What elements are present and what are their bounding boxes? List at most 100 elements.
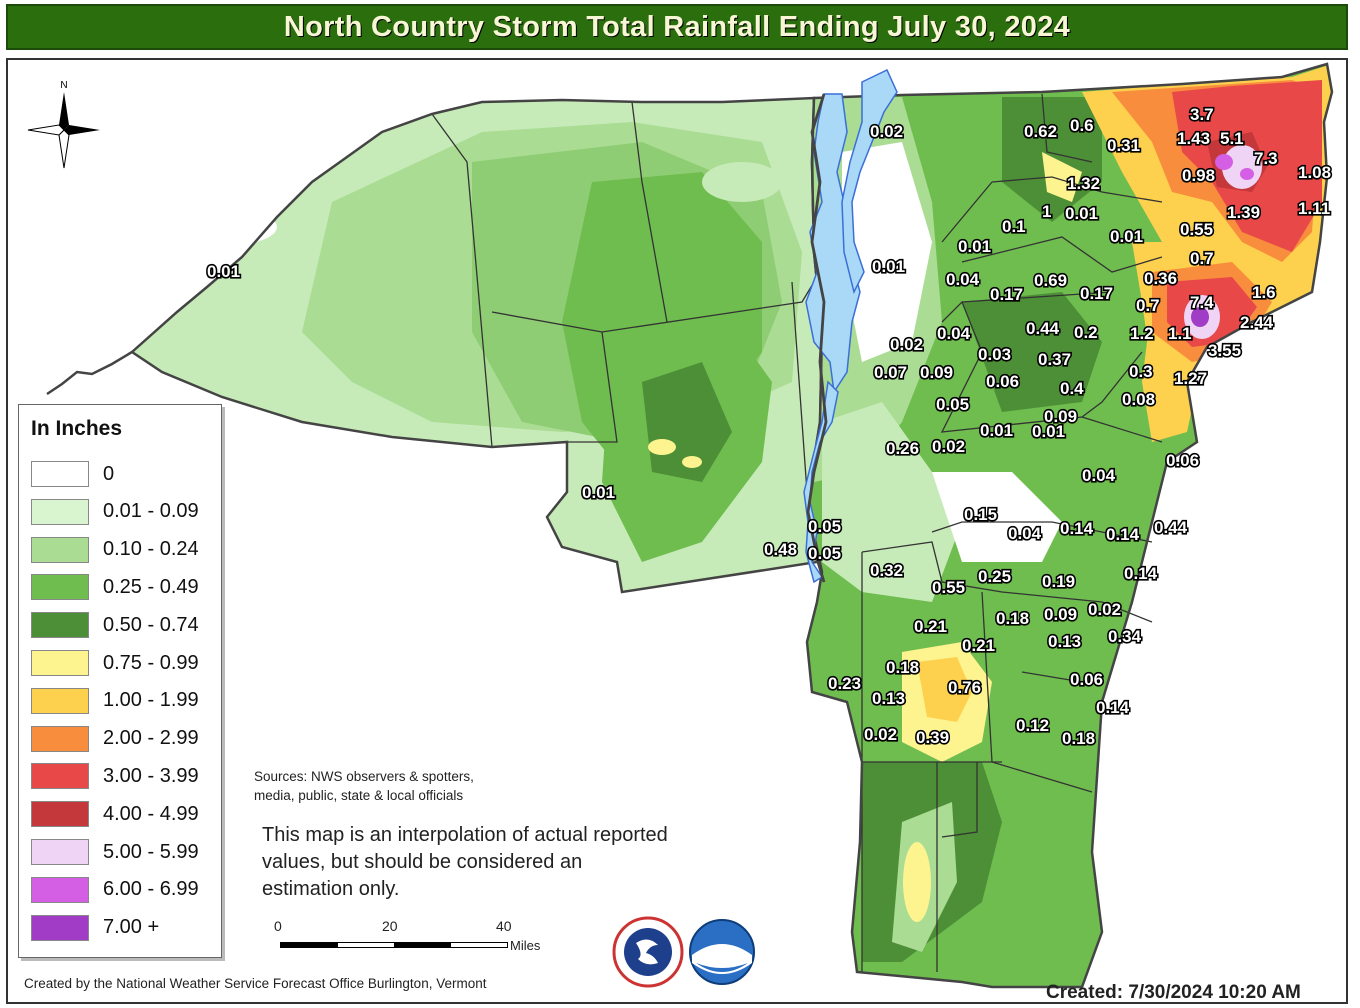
map-value-label: 0.69 [1034, 271, 1067, 290]
legend-item: 7.00 + [31, 913, 159, 943]
map-value-label: 0.2 [1074, 323, 1098, 342]
map-value-label: 7.4 [1190, 293, 1214, 312]
legend-swatch [31, 801, 89, 828]
map-value-label: 0.15 [964, 505, 997, 524]
map-value-label: 1.6 [1252, 283, 1276, 302]
disclaimer-line: values, but should be considered an [262, 851, 583, 873]
map-value-label: 0.21 [914, 617, 947, 636]
legend-item: 0.25 - 0.49 [31, 572, 199, 602]
map-value-label: 0.02 [864, 725, 897, 744]
map-value-label: 0.02 [1088, 600, 1121, 619]
legend-swatch [31, 687, 89, 714]
legend-swatch [31, 725, 89, 752]
map-value-label: 0.02 [870, 122, 903, 141]
legend-panel: In Inches 0 0.01 - 0.09 0.10 - 0.24 0.25 - … [18, 404, 222, 958]
agency-logos [612, 916, 755, 988]
legend-label: 0.25 - 0.49 [103, 575, 199, 598]
map-value-label: 0.12 [1016, 716, 1049, 735]
map-value-label: 0.55 [1180, 220, 1213, 239]
legend-item: 0 [31, 459, 114, 489]
map-value-label: 0.03 [978, 345, 1011, 364]
legend-label: 2.00 - 2.99 [103, 727, 199, 750]
legend-label: 5.00 - 5.99 [103, 840, 199, 863]
legend-label: 0.01 - 0.09 [103, 500, 199, 523]
map-value-label: 0.13 [872, 689, 905, 708]
map-value-label: 0.04 [937, 324, 971, 343]
legend-swatch [31, 498, 89, 525]
map-value-label: 0.17 [990, 285, 1023, 304]
legend-label: 0.75 - 0.99 [103, 651, 199, 674]
map-value-label: 0.04 [1082, 466, 1116, 485]
legend-swatch [31, 650, 89, 676]
map-value-label: 0.21 [962, 636, 995, 655]
map-value-label: 0.13 [1048, 632, 1081, 651]
legend-swatch [31, 461, 89, 487]
title-bar: North Country Storm Total Rainfall Endin… [6, 4, 1348, 50]
map-value-label: 0.04 [946, 270, 980, 289]
map-value-label: 3.7 [1190, 105, 1214, 124]
legend-title: In Inches [31, 417, 123, 440]
map-value-label: 0.09 [1044, 407, 1077, 426]
map-value-label: 0.09 [920, 363, 953, 382]
sources-line: Sources: NWS observers & spotters, [254, 769, 474, 784]
legend-swatch [31, 574, 89, 601]
map-value-label: 0.18 [1062, 729, 1095, 748]
map-value-label: 1.27 [1174, 369, 1207, 388]
map-value-label: 0.01 [1065, 204, 1098, 223]
disclaimer-note: This map is an interpolation of actual r… [262, 822, 742, 903]
map-value-label: 0.26 [886, 439, 919, 458]
rainfall-value-labels: 3.71.43 5.17.30.62 0.60.310.021.080.981.32… [762, 103, 1332, 749]
map-value-label: 0.44 [1026, 319, 1060, 338]
map-value-label: 0.17 [1080, 284, 1113, 303]
map-value-label: 0.18 [996, 609, 1029, 628]
legend-label: 1.00 - 1.99 [103, 689, 199, 712]
map-title: North Country Storm Total Rainfall Endin… [283, 10, 1071, 43]
sources-note: Sources: NWS observers & spotters, media… [254, 767, 554, 805]
map-value-label: 0.14 [1096, 698, 1130, 717]
map-value-label: 0.01 [582, 483, 615, 502]
legend-item: 1.00 - 1.99 [31, 686, 199, 716]
legend-label: 7.00 + [103, 916, 160, 939]
map-value-label: 2.44 [1240, 313, 1274, 332]
map-value-label: 0.44 [1154, 518, 1188, 537]
legend-item: 2.00 - 2.99 [31, 724, 199, 754]
map-value-label: 0.31 [1107, 136, 1140, 155]
legend-label: 6.00 - 6.99 [103, 878, 199, 901]
legend-label: 4.00 - 4.99 [103, 802, 199, 825]
map-value-label: 0.04 [1008, 524, 1042, 543]
map-value-label: 1.39 [1227, 203, 1260, 222]
legend-swatch [31, 536, 89, 563]
map-value-label: 1.08 [1298, 163, 1331, 182]
map-value-label: 0.06 [1166, 451, 1199, 470]
legend-swatch [31, 612, 89, 639]
map-frame: N 3.7 1.43 5.1 7.3 0.62 0.6 0.31 0.02 1.08 0.98 1.… [6, 58, 1348, 1004]
legend-swatch [31, 876, 89, 903]
lake-champlain [803, 68, 898, 584]
map-value-label: 0.01 [958, 237, 991, 256]
legend-label: 0.50 - 0.74 [103, 613, 199, 636]
map-value-label: 0.06 [1070, 670, 1103, 689]
map-value-label: 0.1 [1002, 217, 1026, 236]
map-value-label: 0.3 [1129, 362, 1153, 381]
map-value-label: 5.1 [1220, 129, 1244, 148]
noaa-logo-icon [689, 919, 755, 985]
nws-logo-icon [612, 916, 684, 988]
rainfall-map: N 3.71.43 5.17.30.62 0.60.310.021.080.981.… [27, 62, 1334, 989]
vermont-region [805, 62, 1334, 989]
credit-text: Created by the National Weather Service … [24, 976, 487, 991]
disclaimer-line: This map is an interpolation of actual r… [262, 824, 668, 846]
map-value-label: 0.06 [986, 372, 1019, 391]
legend-swatch [31, 763, 89, 790]
map-value-label: 0.23 [828, 674, 861, 693]
map-value-label: 0.34 [1108, 627, 1142, 646]
map-value-label: 3.55 [1208, 341, 1241, 360]
map-value-label: 0.18 [886, 658, 919, 677]
legend-item: 4.00 - 4.99 [31, 799, 199, 829]
legend-item: 0.75 - 0.99 [31, 648, 199, 678]
map-value-label: 0.6 [1070, 116, 1094, 135]
scale-tick: 20 [382, 918, 398, 934]
map-value-label: 0.76 [948, 678, 981, 697]
compass-north-label: N [60, 80, 67, 91]
map-value-label: 0.01 [872, 257, 905, 276]
legend-item: 0.50 - 0.74 [31, 610, 199, 640]
